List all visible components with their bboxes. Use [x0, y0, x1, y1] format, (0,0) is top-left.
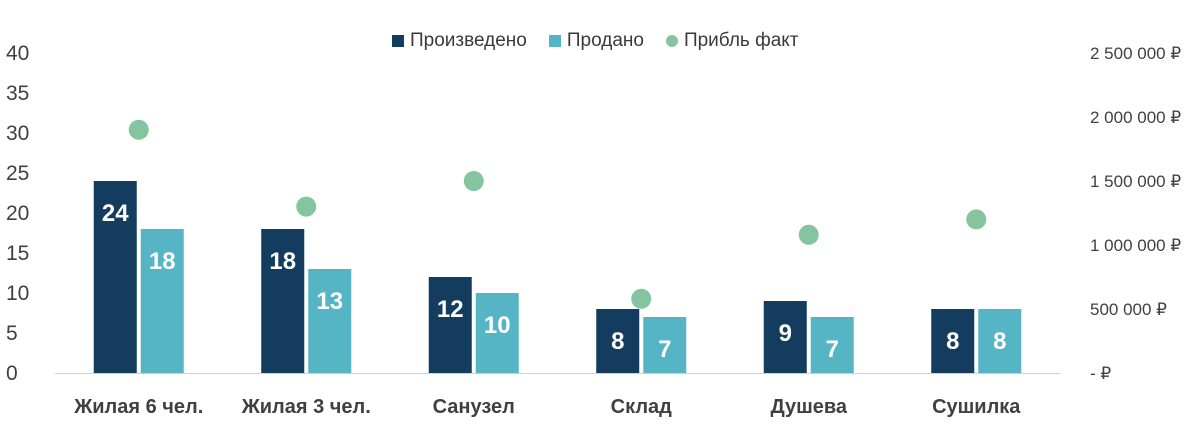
- legend-label-sold: Продано: [566, 30, 644, 51]
- legend-item-produced[interactable]: Произведено: [392, 30, 527, 52]
- bar-sold[interactable]: [810, 317, 854, 373]
- bar-value-label: 7: [658, 336, 671, 363]
- bar-produced[interactable]: [261, 229, 305, 373]
- bar-produced[interactable]: [763, 301, 807, 373]
- left-tick-label: 35: [6, 82, 29, 105]
- right-tick-label: 2 500 000 ₽: [1090, 44, 1181, 63]
- left-tick-label: 20: [6, 202, 29, 225]
- right-tick-label: 1 500 000 ₽: [1090, 172, 1181, 191]
- category-label: Жилая 6 чел.: [73, 396, 203, 418]
- category-labels: Жилая 6 чел. Жилая 3 чел. Санузел Склад Душе…: [73, 396, 1021, 418]
- legend-item-sold[interactable]: Продано: [548, 30, 644, 52]
- right-axis: - ₽ 500 000 ₽ 1 000 000 ₽ 1 500 000 ₽ 2 000 …: [1090, 44, 1181, 383]
- left-tick-label: 40: [6, 42, 29, 65]
- bar-value-label: 8: [946, 328, 959, 355]
- bar-sold[interactable]: [643, 317, 687, 373]
- category-label: Склад: [611, 396, 673, 418]
- bar-value-label: 8: [993, 328, 1006, 355]
- left-tick-label: 5: [6, 322, 18, 345]
- profit-point[interactable]: [798, 224, 819, 245]
- bar-value-label: 8: [611, 328, 624, 355]
- left-tick-label: 15: [6, 242, 29, 265]
- profit-point[interactable]: [128, 119, 149, 140]
- bar-produced[interactable]: [596, 309, 640, 373]
- right-tick-label: - ₽: [1090, 364, 1111, 383]
- right-tick-label: 500 000 ₽: [1090, 300, 1167, 319]
- left-axis: 0 5 10 15 20 25 30 35 40: [6, 42, 29, 385]
- bar-value-label: 13: [316, 288, 343, 315]
- bar-value-label: 10: [484, 312, 511, 339]
- legend-label-profit: Прибль факт: [683, 30, 799, 51]
- bar-value-label: 24: [102, 200, 129, 227]
- legend-label-produced: Произведено: [410, 30, 527, 51]
- profit-point[interactable]: [966, 209, 987, 230]
- legend-swatch-profit: [665, 35, 678, 47]
- bar-produced[interactable]: [93, 181, 137, 373]
- legend-item-profit[interactable]: Прибль факт: [665, 30, 799, 52]
- right-tick-label: 2 000 000 ₽: [1090, 108, 1181, 127]
- bar-sold[interactable]: [308, 269, 352, 373]
- left-tick-label: 10: [6, 282, 29, 305]
- category-label: Санузел: [433, 396, 515, 418]
- bar-value-label: 9: [779, 320, 792, 347]
- bar-sold[interactable]: [978, 309, 1022, 373]
- right-tick-label: 1 000 000 ₽: [1090, 236, 1181, 255]
- bar-produced[interactable]: [428, 277, 472, 373]
- bar-sold[interactable]: [475, 293, 519, 373]
- bar-value-label: 7: [826, 336, 839, 363]
- bar-produced[interactable]: [931, 309, 975, 373]
- bar-sold[interactable]: [140, 229, 184, 373]
- bar-value-label: 18: [269, 248, 296, 275]
- left-tick-label: 25: [6, 162, 29, 185]
- bar-value-label: 12: [437, 296, 464, 323]
- profit-point[interactable]: [463, 171, 484, 191]
- profit-points: [128, 119, 987, 309]
- left-tick-label: 0: [6, 362, 18, 385]
- legend-swatch-sold: [548, 35, 561, 47]
- bar-value-label: 18: [149, 248, 176, 275]
- category-label: Душева: [770, 396, 847, 418]
- profit-point[interactable]: [631, 288, 652, 309]
- category-label: Сушилка: [932, 396, 1021, 418]
- legend-swatch-produced: [392, 35, 404, 47]
- bars: 24 18 18 13 12 10 8 7 9 7 8 8: [93, 181, 1022, 373]
- left-tick-label: 30: [6, 122, 29, 145]
- category-label: Жилая 3 чел.: [241, 396, 371, 418]
- profit-point[interactable]: [296, 196, 317, 217]
- legend: Произведено Продано Прибль факт: [392, 30, 821, 52]
